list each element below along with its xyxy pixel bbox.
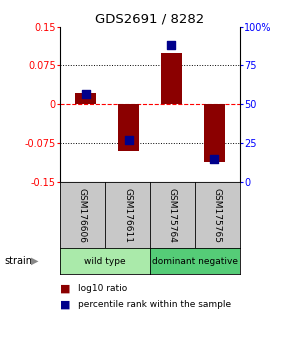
Text: strain: strain xyxy=(4,256,32,266)
Text: ▶: ▶ xyxy=(31,256,38,266)
Text: ■: ■ xyxy=(60,299,70,309)
Point xyxy=(212,156,217,162)
Text: log10 ratio: log10 ratio xyxy=(78,284,127,293)
Text: dominant negative: dominant negative xyxy=(152,257,238,266)
Text: GDS2691 / 8282: GDS2691 / 8282 xyxy=(95,12,205,25)
Bar xyxy=(118,104,139,151)
Text: ■: ■ xyxy=(60,284,70,293)
Point xyxy=(83,91,88,96)
Point xyxy=(169,42,174,48)
Bar xyxy=(204,104,225,161)
Text: GSM176611: GSM176611 xyxy=(123,188,132,242)
Text: GSM175765: GSM175765 xyxy=(213,188,222,242)
Text: GSM176606: GSM176606 xyxy=(78,188,87,242)
Point xyxy=(126,137,131,143)
Bar xyxy=(75,93,96,104)
Text: GSM175764: GSM175764 xyxy=(168,188,177,242)
Text: percentile rank within the sample: percentile rank within the sample xyxy=(78,300,231,309)
Text: wild type: wild type xyxy=(84,257,126,266)
Bar xyxy=(161,52,182,104)
